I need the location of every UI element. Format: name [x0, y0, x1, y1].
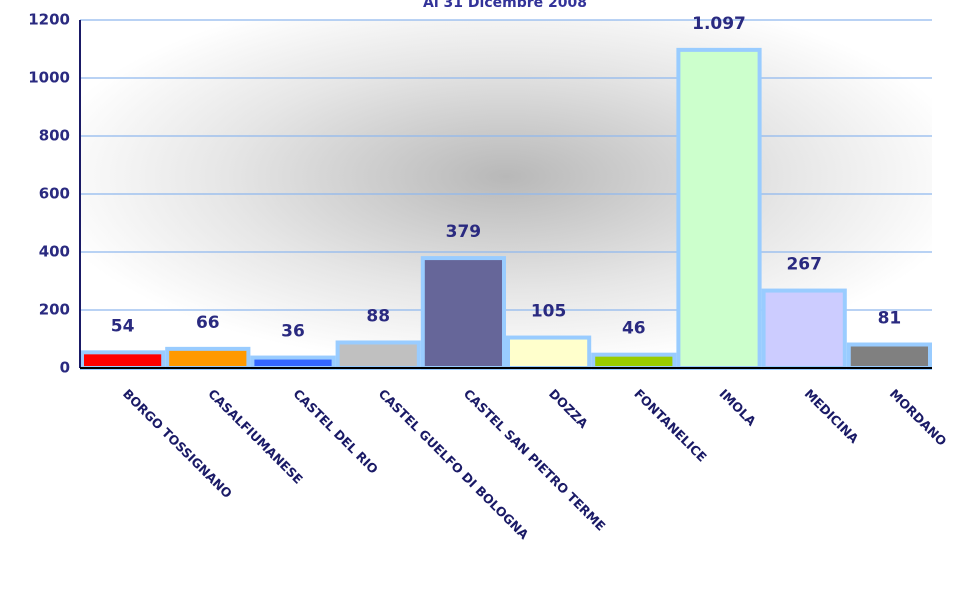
y-tick-label: 1200 — [28, 11, 70, 29]
x-tick-label: DOZZA — [546, 386, 591, 431]
value-label: 105 — [531, 302, 567, 322]
bar — [846, 342, 932, 371]
y-tick-label: 200 — [39, 301, 70, 319]
chart-title: Al 31 Dicembre 2008 — [423, 0, 587, 11]
value-label: 81 — [878, 309, 902, 329]
x-tick-label: CASTEL DEL RIO — [290, 386, 381, 477]
bar — [506, 335, 592, 370]
value-label: 36 — [281, 322, 305, 342]
y-tick-label: 1000 — [28, 69, 70, 87]
bar — [591, 352, 677, 371]
x-tick-label: FONTANELICE — [631, 386, 710, 465]
value-label: 46 — [622, 319, 646, 339]
value-label: 54 — [111, 316, 135, 336]
bar — [420, 256, 506, 370]
bar — [335, 340, 421, 371]
x-tick-label: MEDICINA — [802, 386, 862, 446]
y-tick-label: 800 — [39, 127, 70, 145]
value-label: 267 — [786, 255, 822, 275]
value-label: 66 — [196, 313, 220, 333]
value-label: 1.097 — [692, 14, 746, 34]
x-tick-label: CASTEL GUELFO DI BOLOGNA — [376, 386, 532, 542]
bar — [165, 346, 251, 370]
y-tick-label: 400 — [39, 243, 70, 261]
x-tick-label: IMOLA — [716, 386, 759, 429]
bar — [676, 47, 762, 371]
bar — [250, 355, 336, 370]
y-tick-label: 600 — [39, 185, 70, 203]
value-label: 88 — [366, 306, 390, 326]
x-tick-label: CASALFIUMANESE — [205, 386, 306, 487]
x-tick-label: MORDANO — [887, 386, 950, 449]
value-label: 379 — [446, 222, 482, 242]
bar — [761, 288, 847, 371]
bar — [80, 350, 166, 370]
y-tick-label: 0 — [60, 359, 70, 377]
x-tick-label: CASTEL SAN PIETRO TERME — [461, 386, 609, 534]
